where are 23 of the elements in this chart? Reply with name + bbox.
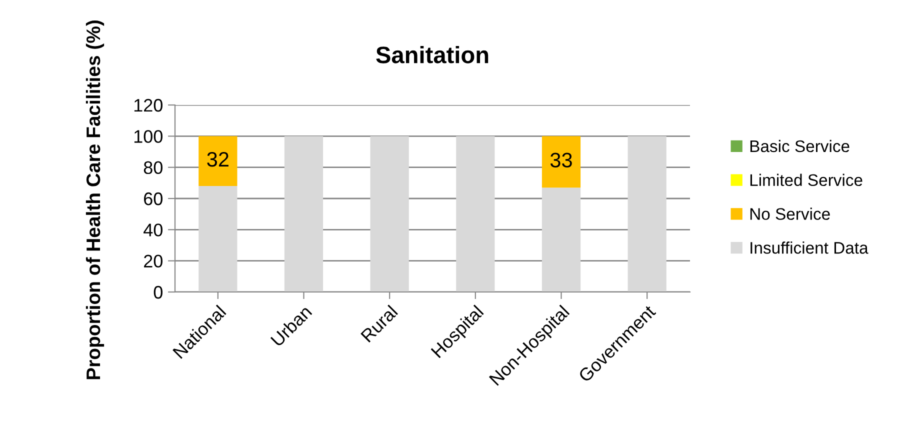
bar xyxy=(542,136,581,188)
data-label: 33 xyxy=(550,152,572,168)
bar xyxy=(284,136,324,292)
legend-label: No Service xyxy=(750,208,830,220)
legend-label: Limited Service xyxy=(750,174,862,186)
bar xyxy=(370,136,409,292)
bar xyxy=(198,186,238,292)
bar xyxy=(542,188,581,292)
bar xyxy=(198,136,238,186)
y-tick-label: 0 xyxy=(154,286,162,299)
legend-label: Insufficient Data xyxy=(750,242,868,254)
y-tick-label: 20 xyxy=(144,254,162,268)
y-tick-label: 100 xyxy=(134,130,162,143)
y-tick-label: 120 xyxy=(134,98,162,112)
chart-title: Sanitation xyxy=(376,46,488,64)
y-axis-title: Proportion of Health Care Facilities (%) xyxy=(86,20,104,380)
legend-label: Basic Service xyxy=(750,140,850,152)
y-tick-label: 60 xyxy=(144,192,162,206)
y-tick-label: 40 xyxy=(144,224,162,236)
y-tick-label: 80 xyxy=(144,161,162,174)
data-label: 32 xyxy=(207,152,228,167)
bar xyxy=(628,136,666,292)
bar xyxy=(456,136,495,292)
